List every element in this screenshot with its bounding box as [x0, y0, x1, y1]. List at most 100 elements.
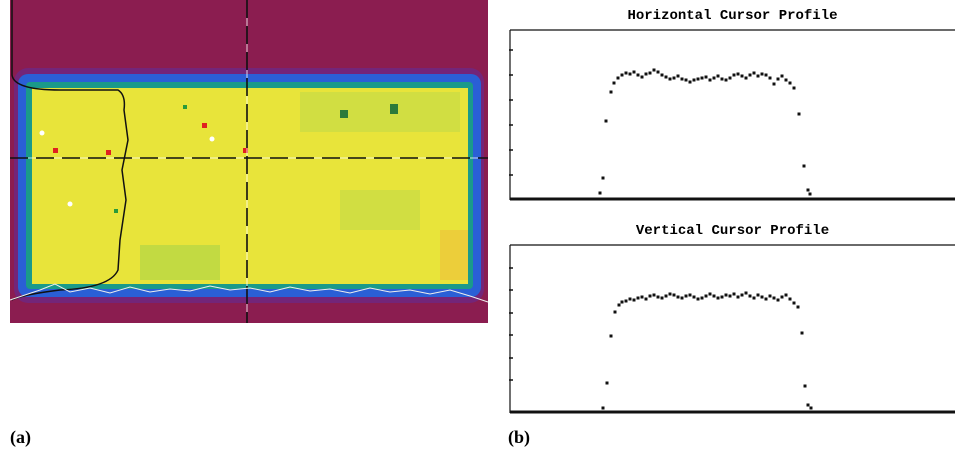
profile-point: [780, 74, 784, 78]
profile-point: [776, 298, 780, 302]
profile-point: [797, 112, 801, 116]
profile-point: [788, 297, 792, 301]
profile-point: [748, 294, 752, 298]
profile-point: [796, 305, 800, 309]
profile-point: [668, 77, 672, 81]
profile-point: [617, 303, 621, 307]
profile-point: [792, 301, 796, 305]
profile-point: [640, 295, 644, 299]
profile-point: [684, 78, 688, 82]
profile-point: [772, 296, 776, 300]
profile-point: [688, 80, 692, 84]
vertical-profile-overlay: [11, 0, 129, 301]
profile-point: [696, 77, 700, 81]
spot: [202, 123, 207, 128]
profile-point: [756, 293, 760, 297]
profile-point: [628, 297, 632, 301]
profile-point: [704, 294, 708, 298]
profile-point: [752, 296, 756, 300]
profile-point: [688, 293, 692, 297]
profile-point: [652, 293, 656, 297]
profile-plots: Horizontal Cursor Profile Vertical Cursor…: [509, 8, 955, 414]
profile-point: [652, 68, 656, 72]
plot-title: Horizontal Cursor Profile: [627, 8, 837, 24]
profile-point: [728, 294, 732, 298]
profile-point: [808, 192, 812, 196]
patch: [440, 230, 468, 280]
profile-point: [660, 73, 664, 77]
profile-point: [784, 78, 788, 82]
profile-point: [676, 74, 680, 78]
profile-point: [601, 176, 605, 180]
spot: [114, 209, 118, 213]
profile-point: [648, 294, 652, 298]
profile-point: [680, 77, 684, 81]
plot-title: Vertical Cursor Profile: [636, 223, 829, 239]
profile-point: [744, 76, 748, 80]
profile-point: [732, 292, 736, 296]
profile-point: [672, 76, 676, 80]
profile-point: [716, 296, 720, 300]
heatmap-image: [9, 0, 489, 323]
spot: [340, 110, 348, 118]
horizontal-profile-overlay: [9, 283, 489, 303]
profile-point: [748, 73, 752, 77]
profile-point: [802, 164, 806, 168]
spot: [183, 105, 187, 109]
profile-point: [720, 77, 724, 81]
profile-point: [696, 297, 700, 301]
profile-point: [656, 295, 660, 299]
profile-point: [648, 71, 652, 75]
profile-point: [664, 75, 668, 79]
spot: [53, 148, 58, 153]
profile-point: [806, 403, 810, 407]
profile-point: [640, 75, 644, 79]
profile-point: [620, 73, 624, 77]
profile-point: [598, 191, 602, 195]
profile-point: [784, 293, 788, 297]
profile-point: [624, 71, 628, 75]
profile-point: [768, 76, 772, 80]
profile-point: [700, 296, 704, 300]
profile-point: [756, 74, 760, 78]
profile-point: [764, 297, 768, 301]
profile-point: [740, 74, 744, 78]
profile-point: [708, 292, 712, 296]
profile-point: [776, 77, 780, 81]
profile-point: [620, 300, 624, 304]
profile-point: [712, 76, 716, 80]
profile-point: [744, 291, 748, 295]
spot: [67, 201, 73, 207]
profile-point: [772, 82, 776, 86]
profile-point: [612, 81, 616, 85]
plot-frame: [509, 29, 955, 200]
profile-point: [664, 294, 668, 298]
profile-point: [616, 76, 620, 80]
profile-point: [724, 293, 728, 297]
profile-point: [605, 381, 609, 385]
profile-point: [736, 295, 740, 299]
profile-point: [632, 298, 636, 302]
panel-label: (b): [508, 427, 530, 448]
profile-point: [712, 294, 716, 298]
profile-point: [700, 76, 704, 80]
profile-point: [768, 294, 772, 298]
spot: [209, 136, 215, 142]
spot: [39, 130, 45, 136]
profile-point: [656, 70, 660, 74]
profile-point: [613, 310, 617, 314]
patch: [300, 92, 460, 132]
profile-point: [792, 86, 796, 90]
profile-point: [708, 78, 712, 82]
profile-point: [728, 76, 732, 80]
profile-point: [636, 73, 640, 77]
profile-point: [604, 119, 608, 123]
profile-point: [668, 292, 672, 296]
profile-point: [644, 297, 648, 301]
profile-point: [760, 72, 764, 76]
profile-point: [684, 294, 688, 298]
profile-point: [809, 406, 813, 410]
profile-point: [676, 295, 680, 299]
